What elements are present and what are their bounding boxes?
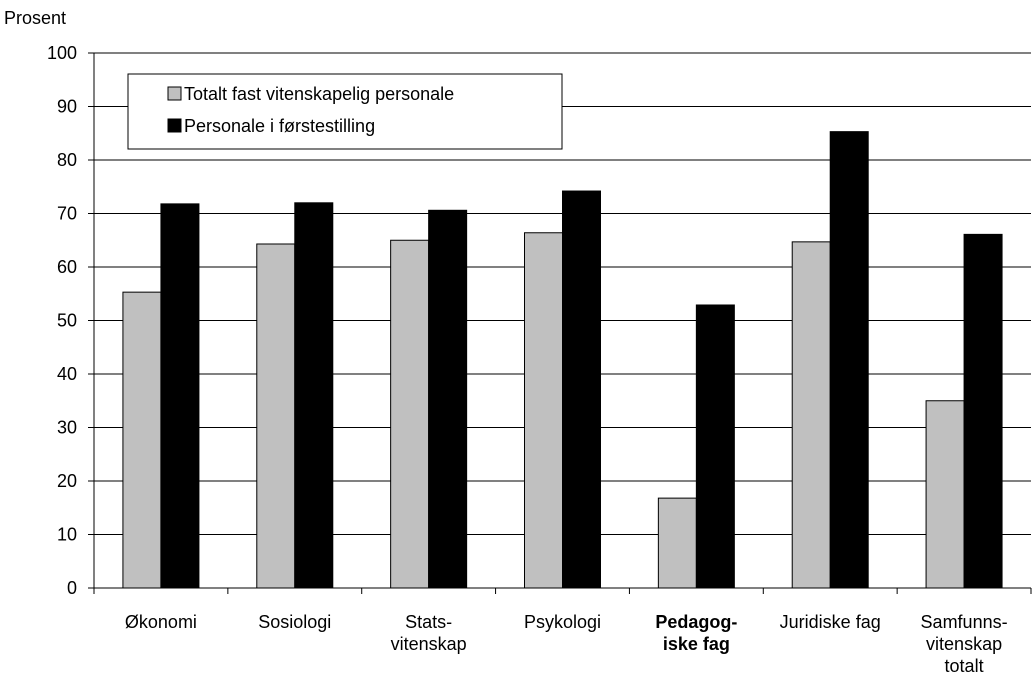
- y-tick-label: 20: [57, 471, 77, 491]
- y-axis-ticks: 0 10 20 30 40 50 60 70 80 90 100: [47, 43, 94, 598]
- x-tick-label: Stats-vitenskap: [391, 612, 467, 654]
- bar-totalt: [925, 400, 965, 589]
- legend: Totalt fast vitenskapelig personale Perso…: [127, 73, 563, 150]
- bar-forstestilling: [294, 202, 334, 589]
- y-tick-label: 100: [47, 43, 77, 63]
- legend-swatch: [167, 118, 182, 133]
- bar-forstestilling: [428, 209, 468, 589]
- x-tick-label: Pedagog-iske fag: [655, 612, 737, 654]
- bar-totalt: [390, 239, 430, 589]
- bar-forstestilling: [562, 190, 601, 589]
- bar-totalt: [122, 291, 162, 589]
- y-tick-label: 10: [57, 525, 77, 545]
- legend-label: Personale i førstestilling: [184, 116, 375, 136]
- axes: [93, 53, 1032, 594]
- legend-swatch: [167, 86, 182, 101]
- bar-totalt: [657, 497, 697, 589]
- legend-box: [127, 73, 563, 150]
- x-tick-label: Sosiologi: [258, 612, 331, 632]
- x-tick-label: Samfunns-vitenskap totalt: [921, 612, 1008, 676]
- x-tick-label: Juridiske fag: [780, 612, 881, 632]
- bar-forstestilling: [695, 304, 735, 589]
- y-axis-label: Prosent: [4, 8, 66, 28]
- bar-totalt: [791, 241, 831, 589]
- x-tick-label: Økonomi: [125, 612, 197, 632]
- y-tick-label: 90: [57, 97, 77, 117]
- x-tick-label: Psykologi: [524, 612, 601, 632]
- bar-forstestilling: [829, 131, 869, 589]
- y-tick-label: 30: [57, 418, 77, 438]
- bars: [122, 131, 1003, 589]
- y-tick-label: 0: [67, 578, 77, 598]
- legend-label: Totalt fast vitenskapelig personale: [184, 84, 454, 104]
- y-tick-label: 80: [57, 150, 77, 170]
- bar-forstestilling: [160, 203, 200, 589]
- bar-totalt: [524, 232, 563, 589]
- bar-totalt: [256, 243, 296, 589]
- x-axis-labels: Økonomi Sosiologi Stats-vitenskap Psykologi…: [125, 612, 1008, 676]
- y-tick-label: 70: [57, 204, 77, 224]
- bar-forstestilling: [963, 233, 1003, 589]
- y-tick-label: 60: [57, 257, 77, 277]
- y-tick-label: 50: [57, 311, 77, 331]
- y-tick-label: 40: [57, 364, 77, 384]
